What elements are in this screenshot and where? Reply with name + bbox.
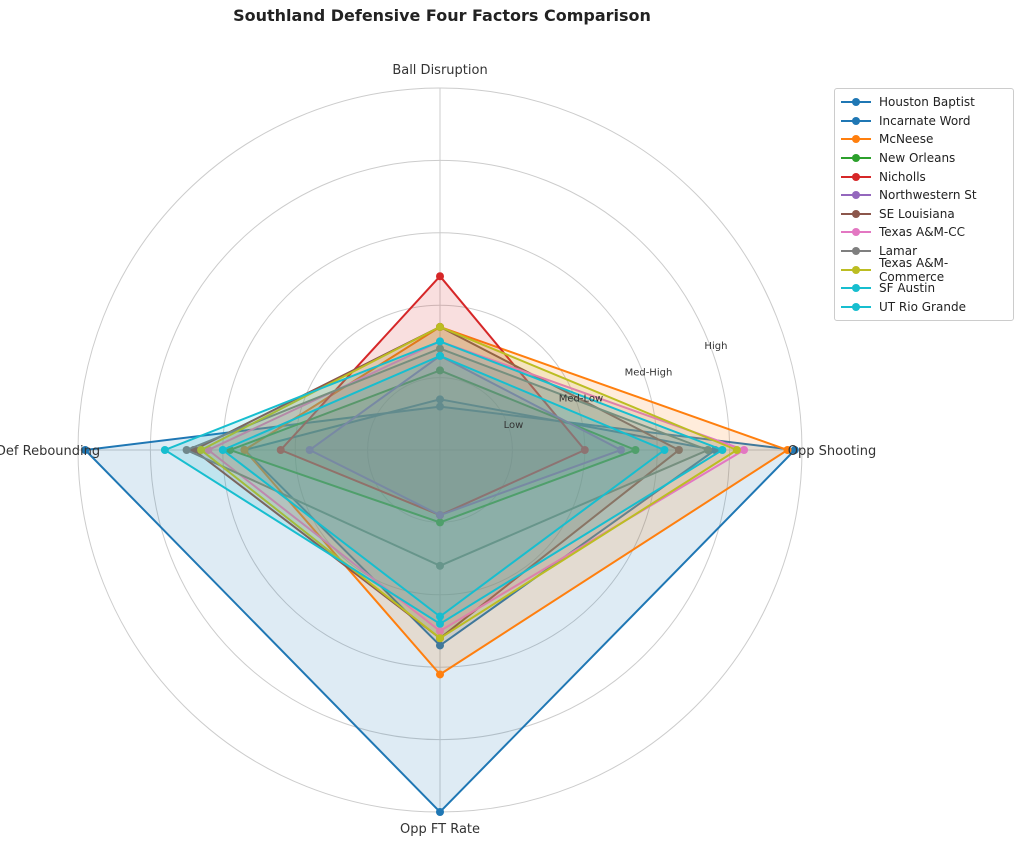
- series-area: [164, 341, 723, 624]
- legend-swatch: [841, 134, 871, 144]
- legend-item: Texas A&M-Commerce: [841, 256, 1007, 284]
- legend-label: McNeese: [879, 132, 934, 147]
- legend-label: Texas A&M-Commerce: [879, 255, 949, 284]
- legend-swatch: [841, 283, 871, 293]
- chart-title: Southland Defensive Four Factors Compari…: [233, 6, 651, 25]
- series-point: [436, 272, 444, 281]
- legend-label: Houston Baptist: [879, 95, 975, 110]
- radial-tick-label: High: [704, 341, 727, 352]
- radial-tick-label: Low: [504, 420, 524, 431]
- series-point: [617, 446, 625, 454]
- series-point: [276, 446, 285, 454]
- series-point: [436, 627, 444, 635]
- series-area: [244, 399, 716, 646]
- legend: Houston Baptist Incarnate Word McNeese New …: [834, 88, 1014, 322]
- series-point: [783, 446, 792, 454]
- series-point: [240, 446, 249, 454]
- legend-label: Incarnate Word: [879, 113, 971, 128]
- series-point: [436, 322, 444, 331]
- series-area: [186, 348, 708, 566]
- series-area: [222, 355, 665, 617]
- series-point: [197, 446, 206, 454]
- series-point: [81, 446, 90, 454]
- radial-tick-label: Med-Low: [559, 394, 603, 405]
- series-point: [160, 446, 169, 454]
- series-point: [436, 518, 444, 527]
- radar-labels: Low Med-Low Med-High High Ball Disruption Opp…: [0, 63, 876, 837]
- series-area: [85, 406, 795, 812]
- series-point: [436, 351, 444, 360]
- legend-label: Nicholls: [879, 169, 926, 184]
- legend-label: Texas A&M-CC: [879, 225, 965, 240]
- axis-label: Def Rebounding: [0, 444, 100, 459]
- series-point: [436, 337, 444, 346]
- series-point: [436, 511, 444, 520]
- legend-swatch: [841, 209, 871, 219]
- legend-label: UT Rio Grande: [879, 299, 966, 314]
- legend-item: Texas A&M-CC: [841, 223, 1007, 242]
- legend-swatch: [841, 227, 871, 237]
- series-point: [718, 446, 727, 454]
- legend-label: Lamar: [879, 244, 918, 259]
- series-point: [436, 634, 444, 643]
- series-point: [436, 561, 444, 570]
- series-point: [580, 446, 589, 454]
- series-point: [182, 446, 191, 454]
- series-point: [436, 808, 444, 816]
- legend-item: Northwestern St: [841, 186, 1007, 205]
- radar-series: [81, 272, 799, 816]
- legend-label: SF Austin: [879, 281, 936, 296]
- legend-swatch: [841, 246, 871, 256]
- radial-tick-label: Med-High: [625, 367, 673, 378]
- legend-swatch: [841, 190, 871, 200]
- series-point: [703, 446, 712, 454]
- legend-item: SF Austin: [841, 279, 1007, 298]
- series-area: [280, 276, 585, 516]
- legend-label: New Orleans: [879, 151, 956, 166]
- series-point: [436, 612, 444, 621]
- legend-swatch: [841, 116, 871, 126]
- legend-item: SE Louisiana: [841, 205, 1007, 224]
- series-point: [790, 446, 799, 454]
- series-point: [436, 402, 444, 411]
- series-point: [436, 641, 444, 650]
- axis-label: Opp Shooting: [788, 444, 876, 459]
- series-point: [732, 446, 741, 454]
- legend-swatch: [841, 97, 871, 107]
- series-point: [436, 619, 444, 628]
- series-point: [436, 344, 444, 353]
- legend-label: Northwestern St: [879, 188, 977, 203]
- legend-swatch: [841, 265, 871, 275]
- legend-item: Lamar: [841, 242, 1007, 261]
- series-point: [674, 446, 683, 454]
- legend-item: Nicholls: [841, 167, 1007, 186]
- series-point: [740, 446, 749, 454]
- series-point: [436, 670, 444, 679]
- legend-swatch: [841, 302, 871, 312]
- legend-label: SE Louisiana: [879, 206, 955, 221]
- series-point: [436, 366, 444, 375]
- series-point: [660, 446, 669, 454]
- legend-swatch: [841, 172, 871, 182]
- legend-item: McNeese: [841, 130, 1007, 149]
- legend-item: New Orleans: [841, 149, 1007, 168]
- series-point: [631, 446, 640, 454]
- series-point: [436, 395, 444, 404]
- series-point: [218, 446, 227, 454]
- series-area: [309, 355, 621, 516]
- legend-item: UT Rio Grande: [841, 298, 1007, 317]
- legend-item: Houston Baptist: [841, 93, 1007, 112]
- series-point: [305, 446, 314, 454]
- axis-label: Opp FT Rate: [400, 822, 480, 837]
- legend-swatch: [841, 153, 871, 163]
- axis-label: Ball Disruption: [392, 63, 487, 78]
- legend-item: Incarnate Word: [841, 112, 1007, 131]
